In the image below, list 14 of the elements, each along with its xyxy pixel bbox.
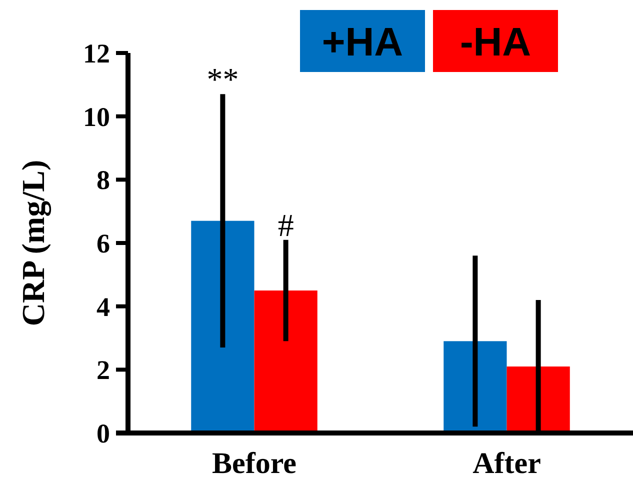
annotation: #: [278, 206, 294, 243]
text: -HA: [460, 20, 532, 64]
y-tick-label: 4: [96, 292, 110, 322]
y-tick-label: 12: [83, 38, 110, 68]
text: +HA: [322, 20, 404, 64]
annotation: **: [206, 61, 239, 98]
y-axis-title: CRP (mg/L): [15, 160, 52, 326]
y-tick-label: 2: [96, 355, 110, 386]
x-tick-label: After: [472, 447, 541, 480]
y-tick-label: 10: [83, 102, 110, 132]
y-tick-label: 0: [96, 418, 110, 448]
y-tick-label: 8: [96, 165, 110, 196]
x-tick-label: Before: [212, 447, 296, 480]
y-tick-label: 6: [96, 228, 110, 258]
